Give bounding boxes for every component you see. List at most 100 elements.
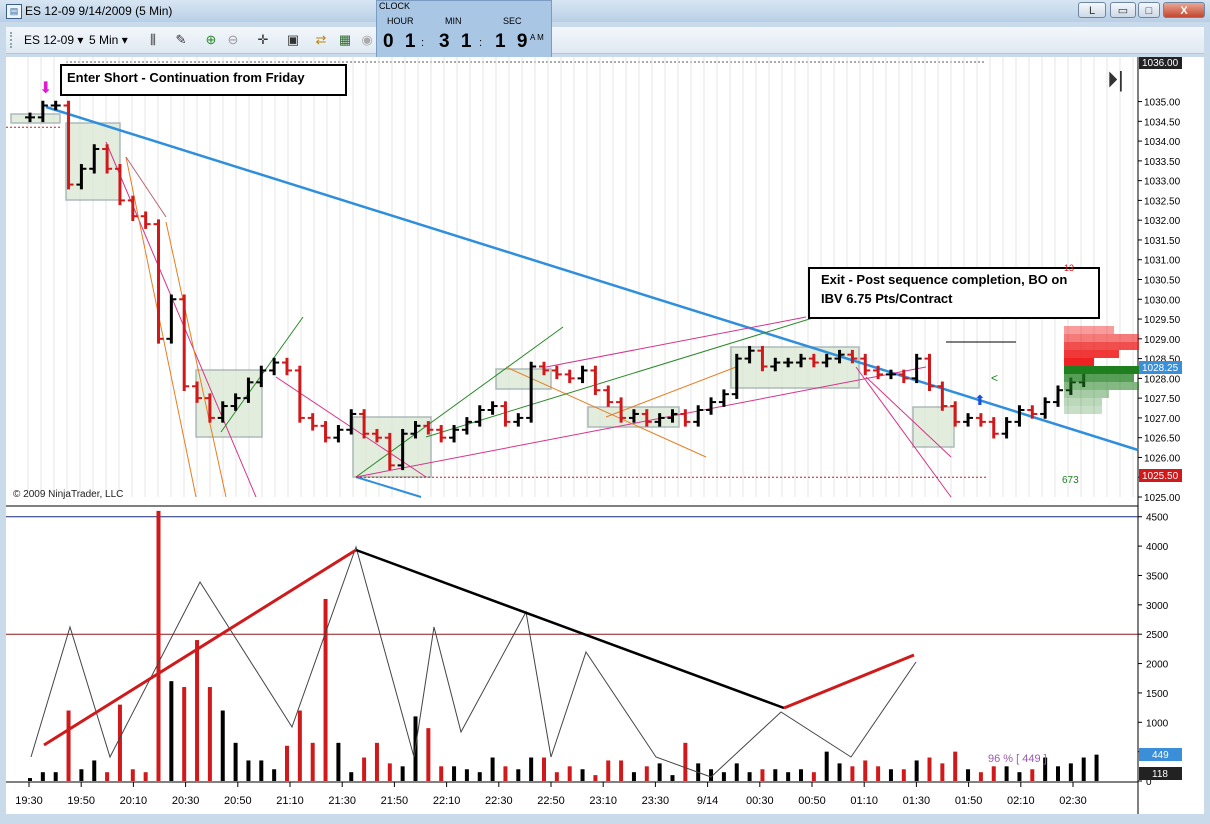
volume-bar <box>760 769 765 781</box>
price-tick-label: 1031.00 <box>1144 256 1181 267</box>
volume-profile-bar <box>1064 358 1094 366</box>
volume-bar <box>670 775 675 781</box>
volume-bar <box>259 760 264 781</box>
volume-bar <box>529 757 534 781</box>
volume-tick-label: 1500 <box>1146 689 1169 700</box>
time-tick-label: 20:10 <box>120 795 148 807</box>
volume-bar <box>978 772 983 781</box>
hour-label: HOUR <box>387 16 414 26</box>
volume-bar <box>786 772 791 781</box>
volume-bar <box>799 769 803 781</box>
volume-bar <box>734 763 739 781</box>
time-tick-label: 9/14 <box>697 795 718 807</box>
zoom-in-icon[interactable]: ⊕ <box>205 32 217 47</box>
volume-bar <box>207 687 212 781</box>
time-tick-label: 01:30 <box>903 795 931 807</box>
volume-bar <box>1017 772 1022 781</box>
time-tick-label: 21:10 <box>276 795 304 807</box>
range-box <box>495 368 552 390</box>
volume-bar <box>362 757 367 781</box>
volume-trend-down <box>355 548 785 710</box>
volume-bar <box>1068 763 1073 781</box>
price-tick-label: 1030.00 <box>1144 295 1181 306</box>
clock-ampm: A M <box>530 33 544 42</box>
entry-annotation: Enter Short - Continuation from Friday <box>67 70 305 85</box>
exit-annotation-box <box>808 267 1100 319</box>
crosshair-icon[interactable]: ✛ <box>257 32 269 47</box>
ninjatrader-chart-icon: ▤ <box>6 4 22 19</box>
volume-bar <box>542 757 546 781</box>
volume-bar <box>683 742 688 781</box>
time-tick-label: 22:10 <box>433 795 461 807</box>
time-tick-label: 02:30 <box>1059 795 1087 807</box>
data-box-icon[interactable]: ▣ <box>286 32 300 47</box>
volume-bar <box>169 681 174 781</box>
toolbar-grip[interactable] <box>10 32 16 48</box>
drawing-tool-icon[interactable]: ✎ <box>175 32 187 47</box>
exit-annotation-line1: Exit - Post sequence completion, BO on <box>821 272 1067 287</box>
annotations: Enter Short - Continuation from Friday E… <box>13 56 1182 780</box>
volume-tick-label: 2500 <box>1146 630 1169 641</box>
volume-bar <box>272 769 277 781</box>
price-tick-label: 1032.50 <box>1144 196 1181 207</box>
chevron-down-icon: ▾ <box>121 33 128 47</box>
volume-profile-bar <box>1064 382 1139 390</box>
price-tick-label: 1034.50 <box>1144 117 1181 128</box>
title-bar[interactable]: ▤ ES 12-09 9/14/2009 (5 Min) L ▭ □ X <box>0 0 1210 22</box>
copyright-text: © 2009 NinjaTrader, LLC <box>13 489 123 500</box>
volume-bar <box>349 772 354 781</box>
volume-bar <box>657 763 662 781</box>
entry-annotation-box <box>60 64 347 96</box>
chevron-down-icon: ▾ <box>77 33 84 47</box>
maximize-button[interactable]: □ <box>1138 2 1160 18</box>
trend-line <box>605 366 737 418</box>
interval-selector[interactable]: 5 Min ▾ <box>89 30 128 50</box>
volume-profile <box>1064 326 1139 414</box>
volume-bar <box>901 769 906 781</box>
scroll-to-end-icon[interactable]: ⏵| <box>1107 67 1124 92</box>
price-tick-label: 1035.00 <box>1144 98 1181 109</box>
volume-bar <box>914 760 919 781</box>
trend-line <box>355 476 422 498</box>
exit-arrow-icon: ⬆ <box>974 392 986 408</box>
indicators-icon[interactable]: ▦ <box>338 32 352 47</box>
volume-bar <box>1004 766 1009 781</box>
time-tick-label: 19:50 <box>67 795 95 807</box>
price-axis: 1035.00 1034.50 1034.00 1033.50 1033.00 1032.… <box>15 98 1180 807</box>
instrument-label: ES 12-09 <box>24 33 75 47</box>
volume-bar <box>824 751 829 781</box>
volume-bar <box>40 772 45 781</box>
volume-bar <box>156 510 161 781</box>
price-tick-label: 1032.00 <box>1144 216 1181 227</box>
grid <box>6 57 1138 635</box>
clock-second: 1 9 <box>495 31 531 52</box>
volume-bar <box>464 769 469 781</box>
price-tick-label: 1027.50 <box>1144 394 1181 405</box>
volume-bar <box>79 769 84 781</box>
low-price-marker: 1025.50 <box>1139 469 1182 482</box>
trend-line <box>105 141 257 498</box>
range-box <box>730 346 860 389</box>
zoom-out-icon[interactable]: ⊖ <box>227 32 239 47</box>
bar-type-icon[interactable]: ⫼ <box>150 32 156 47</box>
volume-bar <box>490 757 495 781</box>
close-button[interactable]: X <box>1163 2 1205 18</box>
volume-bar <box>182 687 187 781</box>
chart-area[interactable]: ⬇ ⬆ < 1035.00 1034.50 1034.00 1033.50 1033.00 1… <box>6 56 1204 814</box>
instrument-selector[interactable]: ES 12-09 ▾ <box>24 30 83 50</box>
chart-svg[interactable]: ⬇⬆< 1035.001034.501034.001033.501033.001… <box>6 56 1204 814</box>
volume-bar <box>439 766 444 781</box>
volume-tick-label: 1000 <box>1146 718 1169 729</box>
sec-label: SEC <box>503 16 522 26</box>
strategy-icon[interactable]: ⇄ <box>315 32 327 47</box>
volume-trend-breakout <box>783 653 915 710</box>
price-tick-label: 1025.00 <box>1144 493 1181 504</box>
price-tick-label: 1028.50 <box>1144 355 1181 366</box>
price-tick-label: 1031.50 <box>1144 236 1181 247</box>
trend-line <box>45 105 1139 452</box>
trend-line <box>125 156 197 498</box>
properties-icon[interactable]: ◉ <box>361 32 373 47</box>
restore-button[interactable]: ▭ <box>1110 2 1136 18</box>
minimize-button[interactable]: L <box>1078 2 1106 18</box>
trend-line <box>505 366 707 458</box>
